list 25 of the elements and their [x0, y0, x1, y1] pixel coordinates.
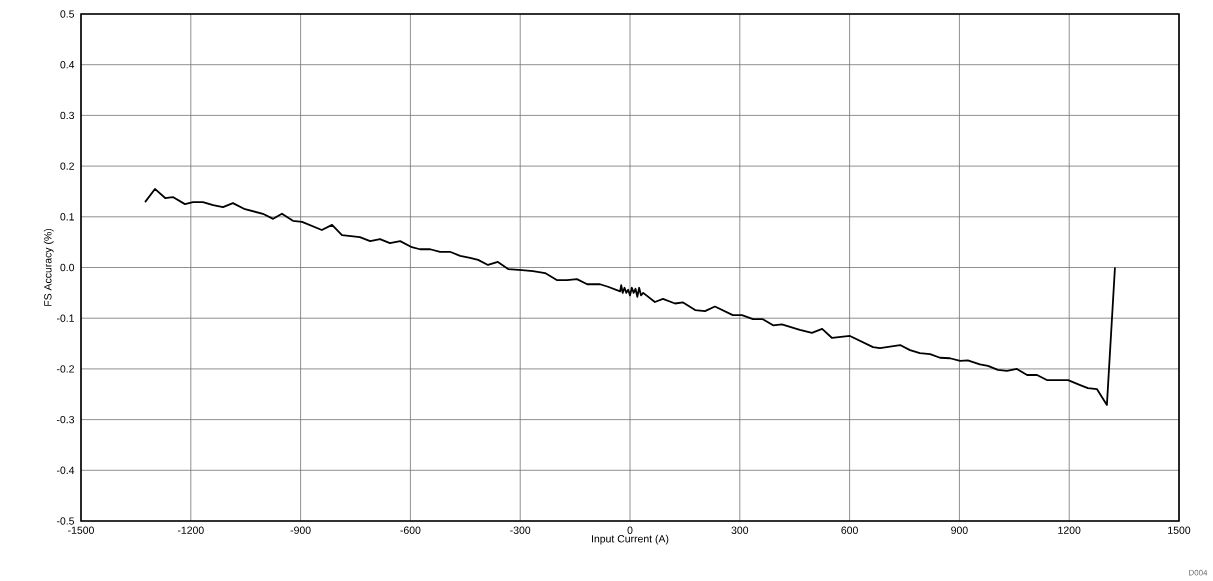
y-axis-title: FS Accuracy (%)	[43, 228, 54, 306]
x-axis-title: Input Current (A)	[592, 534, 669, 545]
x-tick-label: 300	[731, 526, 749, 534]
x-tick-label: 0	[627, 526, 633, 534]
x-tick-label: -900	[290, 526, 311, 534]
y-tick-label: 0.2	[60, 162, 74, 170]
x-tick-label: -1200	[177, 526, 204, 534]
y-tick-label: -0.5	[56, 517, 75, 525]
x-tick-label: -600	[400, 526, 421, 534]
x-tick-label: 600	[841, 526, 858, 534]
y-tick-label: 0.1	[60, 213, 74, 221]
x-tick-label: -300	[510, 526, 531, 534]
x-tick-label: 900	[951, 526, 968, 534]
x-tick-label: 1200	[1058, 526, 1081, 534]
y-tick-label: 0.4	[60, 61, 75, 69]
y-tick-label: 0.5	[60, 10, 75, 18]
x-tick-label: -1500	[68, 526, 94, 534]
y-tick-label: -0.1	[56, 314, 74, 322]
y-tick-label: -0.4	[56, 466, 75, 475]
y-tick-label: -0.2	[56, 365, 74, 373]
y-tick-label: 0.3	[60, 111, 75, 120]
x-tick-label: 1500	[1168, 526, 1191, 534]
y-tick-label: -0.3	[56, 415, 75, 424]
y-tick-label: 0.0	[60, 263, 75, 272]
line-series	[144, 188, 1116, 406]
